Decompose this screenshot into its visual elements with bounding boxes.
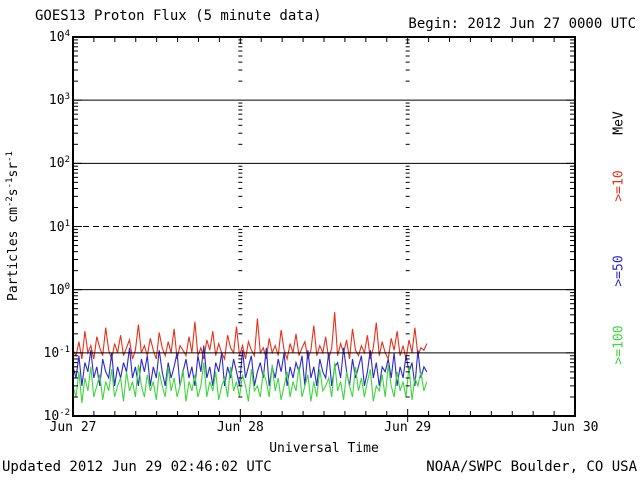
series-100-mev [72,362,428,404]
y-tick-label-10e-2: 10-2 [43,407,71,425]
y-tick-label-10e1: 101 [48,218,70,235]
legend-ge50-label: >=50 [611,255,627,287]
y-tick-label-10e3: 103 [48,91,70,109]
y-tick-label-10e-1: 10-1 [43,344,71,361]
organization-credit: NOAA/SWPC Boulder, CO USA [426,459,637,475]
legend-ge10-label: >=10 [611,170,627,202]
x-tick-label-jun-28: Jun 28 [216,420,264,435]
legend-ge100-label: >=100 [611,325,627,365]
y-axis-title: Particles cm-2s-1sr-1 [4,151,22,301]
y-tick-label-10e0: 100 [48,281,70,298]
mev-unit-label: MeV [611,111,627,135]
x-tick-label-jun-29: Jun 29 [384,420,432,435]
x-axis-title: Universal Time [269,441,379,456]
x-tick-label-jun-27: Jun 27 [49,420,97,435]
page-title: GOES13 Proton Flux (5 minute data) [35,8,322,24]
x-tick-label-jun-30: Jun 30 [551,420,599,435]
y-tick-label-10e4: 104 [48,28,70,46]
plot-frame [72,36,576,417]
updated-timestamp: Updated 2012 Jun 29 02:46:02 UTC [2,459,272,475]
series-50-mev [72,345,428,387]
begin-timestamp: Begin: 2012 Jun 27 0000 UTC [408,16,636,32]
series-10-mev [72,312,428,362]
y-tick-label-10e2: 102 [48,155,70,172]
